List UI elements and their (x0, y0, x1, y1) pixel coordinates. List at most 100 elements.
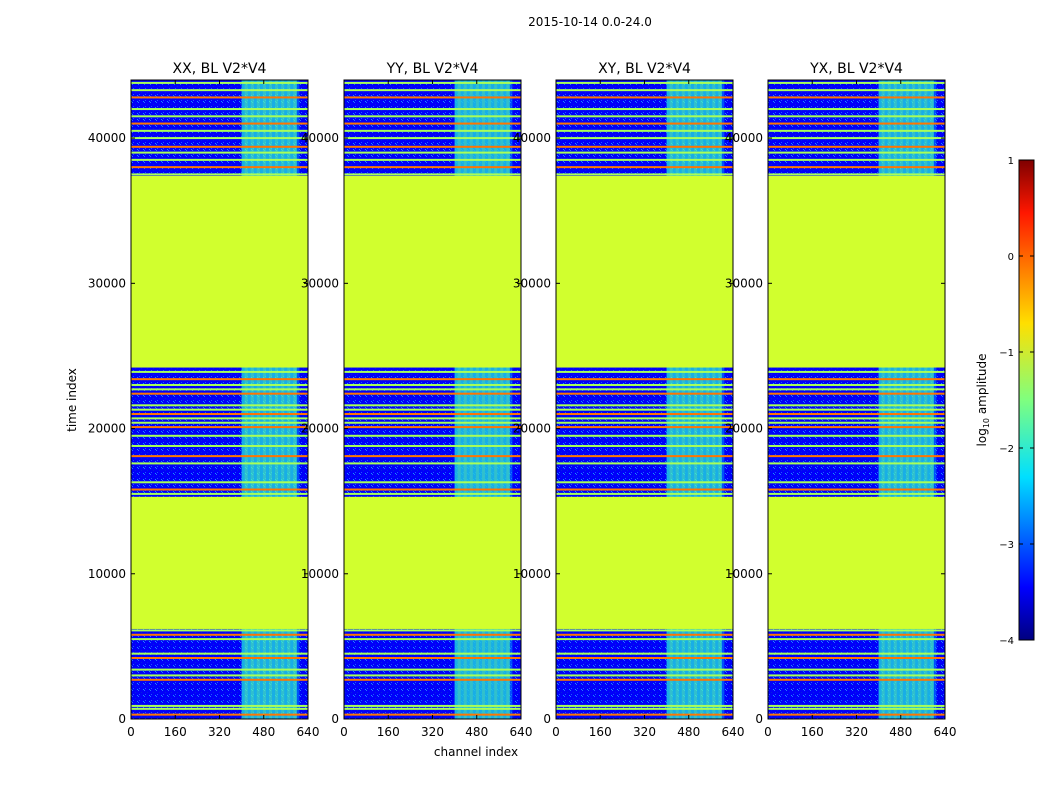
bright-row (768, 633, 945, 636)
panels-group: XX, BL V2*V4 0 160 320 480 640 0 10000 20000 3000… (88, 61, 957, 739)
band-stripe (902, 80, 906, 719)
bright-row (556, 488, 733, 491)
bright-row (768, 657, 945, 660)
bright-row (768, 166, 945, 169)
panel-title: XY, BL V2*V4 (598, 61, 691, 77)
bright-row (344, 166, 521, 169)
band-stripe (278, 80, 282, 719)
flagged-region (131, 175, 308, 368)
bright-row (131, 704, 308, 707)
x-tick-label: 320 (845, 725, 868, 739)
x-tick-label: 160 (801, 725, 824, 739)
x-tick-label: 0 (127, 725, 135, 739)
bright-row (344, 704, 521, 707)
bright-row (344, 383, 521, 386)
bright-row (131, 417, 308, 420)
bright-row (344, 388, 521, 391)
band-stripe (878, 80, 882, 719)
band-stripe (503, 80, 507, 719)
band-stripe (715, 80, 719, 719)
bright-row (556, 426, 733, 429)
colorbar-tick-label: −1 (999, 348, 1014, 359)
bright-row (131, 173, 308, 176)
x-tick-label: 0 (764, 725, 772, 739)
bright-row (768, 383, 945, 386)
bright-row (556, 378, 733, 381)
bright-row (344, 462, 521, 465)
x-tick-label: 480 (465, 725, 488, 739)
y-tick-label: 0 (755, 712, 763, 726)
band-stripe (709, 80, 713, 719)
band-stripe (466, 80, 470, 719)
bright-row (131, 404, 308, 407)
bright-row (768, 151, 945, 154)
bright-row (556, 404, 733, 407)
y-tick-label: 40000 (88, 131, 126, 145)
y-tick-label: 0 (331, 712, 339, 726)
bright-row (556, 668, 733, 671)
bright-row (768, 129, 945, 132)
x-tick-label: 640 (297, 725, 320, 739)
band-stripe (460, 80, 464, 719)
bright-row (556, 707, 733, 710)
band-stripe (290, 80, 294, 719)
bright-row (768, 678, 945, 681)
bright-row (131, 492, 308, 495)
x-tick-label: 320 (633, 725, 656, 739)
bright-row (556, 462, 733, 465)
band-stripe (721, 80, 725, 719)
y-tick-label: 20000 (301, 422, 339, 436)
bright-row (556, 145, 733, 148)
band-stripe (509, 80, 513, 719)
bright-row (344, 674, 521, 677)
x-tick-label: 0 (340, 725, 348, 739)
band-stripe (247, 80, 251, 719)
bright-row (344, 638, 521, 641)
bright-row (344, 392, 521, 395)
band-stripe (927, 80, 931, 719)
bright-row (131, 408, 308, 411)
bright-row (344, 89, 521, 92)
bright-row (768, 158, 945, 161)
bright-row (131, 481, 308, 484)
bright-row (556, 166, 733, 169)
band-stripe (296, 80, 300, 719)
bright-row (768, 707, 945, 710)
bright-row (344, 122, 521, 125)
band-stripe (933, 80, 937, 719)
bright-row (768, 668, 945, 671)
bright-row (556, 383, 733, 386)
bright-row (131, 137, 308, 140)
bright-row (768, 388, 945, 391)
bright-row (768, 488, 945, 491)
panel-2: XY, BL V2*V4 0 160 320 480 640 0 10000 20000 3000… (513, 61, 745, 739)
band-stripe (666, 80, 670, 719)
bright-row (556, 392, 733, 395)
flagged-region (768, 175, 945, 368)
bright-row (131, 657, 308, 660)
bright-row (131, 383, 308, 386)
bright-row (768, 122, 945, 125)
bright-row (556, 674, 733, 677)
bright-row (344, 678, 521, 681)
band-stripe (896, 80, 900, 719)
band-stripe (890, 80, 894, 719)
band-stripe (241, 80, 245, 719)
bright-row (344, 129, 521, 132)
bright-row (131, 392, 308, 395)
x-tick-label: 320 (421, 725, 444, 739)
colorbar-label: log10 amplitude (975, 354, 991, 447)
bright-row (131, 674, 308, 677)
x-tick-label: 160 (377, 725, 400, 739)
bright-row (768, 417, 945, 420)
colorbar-label-prefix: log (975, 428, 989, 446)
bright-row (344, 629, 521, 632)
bright-row (131, 89, 308, 92)
y-tick-label: 30000 (725, 276, 763, 290)
bright-row (768, 421, 945, 424)
bright-row (131, 629, 308, 632)
bright-row (344, 417, 521, 420)
y-tick-label: 20000 (88, 422, 126, 436)
panel-3: YX, BL V2*V4 0 160 320 480 640 0 10000 20000 3000… (725, 61, 957, 739)
bright-row (131, 455, 308, 458)
